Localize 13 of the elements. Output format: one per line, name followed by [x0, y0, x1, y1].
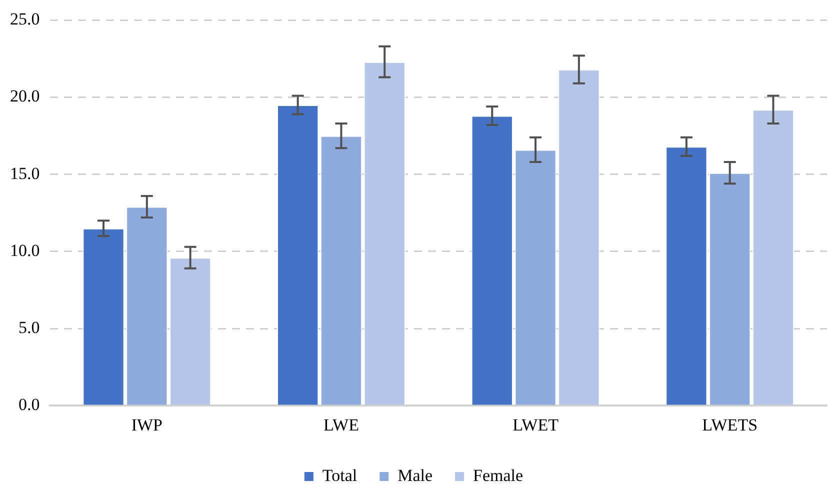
y-tick-label: 10.0 — [10, 240, 40, 260]
x-tick-label: IWP — [131, 415, 162, 434]
y-tick-label: 25.0 — [10, 10, 40, 29]
legend-label: Female — [473, 466, 524, 485]
legend-label: Male — [398, 466, 433, 485]
y-tick-label: 0.0 — [18, 395, 40, 414]
legend-label: Total — [322, 466, 358, 485]
x-tick-label: LWE — [323, 415, 359, 434]
x-tick-label: LWET — [512, 415, 560, 434]
y-tick-label: 20.0 — [10, 86, 40, 106]
y-tick-label: 5.0 — [18, 318, 40, 337]
y-tick-label: 15.0 — [10, 164, 40, 183]
x-tick-label: LWETS — [702, 415, 758, 434]
